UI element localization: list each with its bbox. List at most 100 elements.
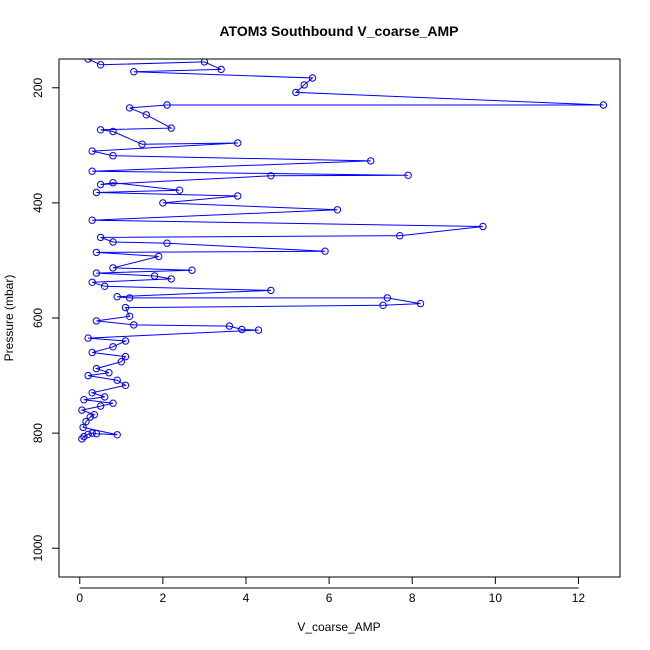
data-point (113, 431, 121, 439)
data-point (188, 266, 196, 274)
data-point (109, 152, 117, 160)
data-point (88, 167, 96, 175)
data-point (217, 65, 225, 74)
data-point (84, 430, 92, 438)
x-tick-label: 8 (409, 591, 416, 605)
data-point (155, 252, 163, 261)
x-tick-label: 10 (489, 591, 503, 605)
data-point (109, 179, 117, 187)
data-point (113, 293, 121, 301)
data-point (109, 343, 117, 351)
data-point (90, 411, 99, 419)
data-point (121, 337, 130, 345)
data-point (142, 111, 151, 119)
data-point (101, 393, 109, 401)
data-point (88, 429, 96, 437)
data-point (121, 303, 130, 312)
data-point (130, 321, 138, 329)
axes-layer: 0 2 4 6 8 10 12 200 400 600 800 1000 (31, 77, 585, 605)
data-point (105, 369, 113, 377)
data-point (599, 101, 608, 109)
data-point (138, 140, 146, 148)
data-point (333, 206, 342, 214)
data-point (88, 216, 96, 224)
data-point (159, 199, 167, 207)
y-axis-label: Pressure (mbar) (2, 275, 16, 362)
x-tick-label: 4 (243, 591, 250, 605)
data-point (78, 406, 86, 414)
data-point (113, 376, 121, 384)
data-point (300, 81, 308, 89)
data-point (225, 322, 234, 330)
y-tick-label: 800 (31, 423, 45, 443)
data-point (84, 59, 92, 63)
data-point (92, 364, 101, 373)
data-point (96, 233, 105, 242)
data-point (109, 238, 117, 246)
data-point (254, 326, 263, 334)
data-point (96, 402, 105, 410)
y-tick-label: 1000 (31, 535, 45, 562)
data-point (101, 282, 109, 290)
data-point (200, 59, 209, 66)
data-point (92, 188, 101, 197)
data-point (92, 317, 101, 325)
y-tick-label: 600 (31, 308, 45, 328)
data-point (79, 423, 87, 432)
x-tick-label: 6 (326, 591, 333, 605)
data-point (86, 413, 94, 421)
data-point (267, 286, 275, 295)
data-point (163, 101, 171, 109)
data-point (379, 301, 387, 309)
series-line (80, 59, 604, 440)
x-tick-label: 2 (160, 591, 167, 605)
data-point (88, 348, 96, 357)
data-point (383, 294, 391, 302)
data-point (78, 435, 86, 443)
data-point (125, 312, 134, 320)
series-layer (78, 59, 608, 443)
data-point (121, 381, 130, 389)
chart-title: ATOM3 Southbound V_coarse_AMP (219, 23, 458, 39)
data-point (321, 247, 329, 255)
data-point (82, 417, 90, 426)
data-point (109, 264, 117, 272)
data-point (167, 124, 175, 132)
data-point (308, 74, 317, 82)
data-point (80, 432, 88, 441)
plot-frame (58, 58, 621, 578)
data-point (121, 352, 130, 361)
data-point (150, 272, 159, 280)
data-point (163, 239, 171, 247)
data-point (88, 147, 96, 155)
x-tick-label: 0 (76, 591, 83, 605)
y-tick-label: 400 (31, 193, 45, 213)
data-point (404, 171, 412, 180)
data-point (88, 278, 96, 286)
data-point (84, 334, 92, 342)
data-point (292, 88, 300, 97)
data-point (92, 430, 101, 438)
y-tick-label: 200 (31, 77, 45, 97)
data-point (167, 275, 175, 283)
data-point (479, 222, 487, 231)
data-point (267, 172, 275, 180)
data-point (92, 248, 101, 257)
data-point (367, 157, 375, 165)
data-point (109, 399, 117, 407)
x-tick-label: 12 (572, 591, 586, 605)
data-point (96, 126, 105, 134)
data-point (238, 325, 246, 334)
data-point (88, 389, 96, 397)
data-point (117, 358, 126, 366)
data-point (96, 61, 105, 69)
data-point (175, 186, 184, 194)
data-point (125, 104, 134, 112)
data-point (96, 180, 105, 189)
x-axis-label: V_coarse_AMP (297, 620, 380, 634)
data-point (416, 299, 425, 308)
data-point (396, 232, 404, 240)
data-point (109, 127, 117, 136)
